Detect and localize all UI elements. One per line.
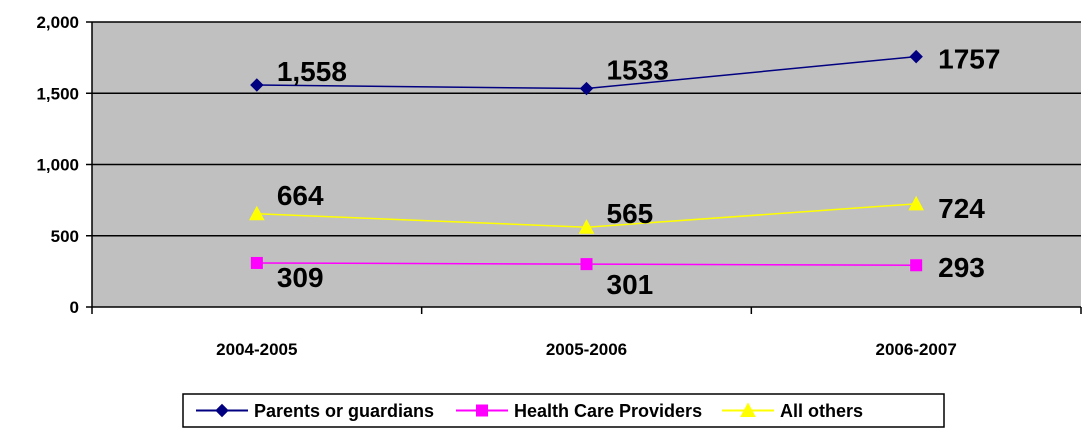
y-tick-label: 2,000: [36, 13, 79, 32]
data-label-parents-or-guardians: 1757: [938, 44, 1000, 75]
legend-label-parents-or-guardians: Parents or guardians: [254, 401, 434, 421]
x-tick-label: 2004-2005: [216, 340, 297, 359]
data-label-parents-or-guardians: 1,558: [277, 56, 347, 87]
y-tick-label: 0: [70, 298, 79, 317]
data-label-all-others: 664: [277, 180, 324, 211]
legend-label-all-others: All others: [780, 401, 863, 421]
data-label-health-care-providers: 301: [607, 269, 654, 300]
data-point-parents-or-guardians: [909, 49, 923, 64]
y-tick-label: 500: [51, 227, 79, 246]
data-labels: 1,558 1533 1757 309 301 293 664 565 724: [277, 44, 1001, 300]
x-tick-labels: 2004-2005 2005-2006 2006-2007: [216, 340, 957, 359]
data-label-health-care-providers: 309: [277, 262, 324, 293]
data-label-all-others: 565: [607, 198, 654, 229]
data-label-health-care-providers: 293: [938, 252, 985, 283]
y-tick-label: 1,000: [36, 156, 79, 175]
legend-marker-health-care-providers: [476, 404, 488, 417]
data-point-parents-or-guardians: [250, 78, 264, 92]
legend-box: [182, 393, 945, 428]
legend-marker-all-others: [740, 402, 756, 417]
data-point-health-care-providers: [910, 259, 923, 272]
axes: [86, 21, 1082, 314]
y-tick-label: 1,500: [36, 84, 79, 103]
series-layer: [248, 49, 925, 272]
legend-marker-parents-or-guardians: [215, 403, 229, 418]
y-tick-labels: 0 500 1,000 1,500 2,000: [36, 13, 79, 317]
data-point-all-others: [578, 219, 595, 234]
x-tick-label: 2005-2006: [546, 340, 627, 359]
data-label-all-others: 724: [938, 193, 985, 224]
data-point-health-care-providers: [250, 256, 263, 269]
x-tick-label: 2006-2007: [876, 340, 957, 359]
data-point-all-others: [248, 205, 265, 221]
data-label-parents-or-guardians: 1533: [607, 55, 669, 86]
legend-label-health-care-providers: Health Care Providers: [514, 401, 702, 421]
data-point-all-others: [908, 195, 925, 211]
legend: Parents or guardians Health Care Provider…: [182, 393, 945, 428]
data-point-health-care-providers: [580, 258, 593, 271]
data-point-parents-or-guardians: [579, 81, 594, 96]
